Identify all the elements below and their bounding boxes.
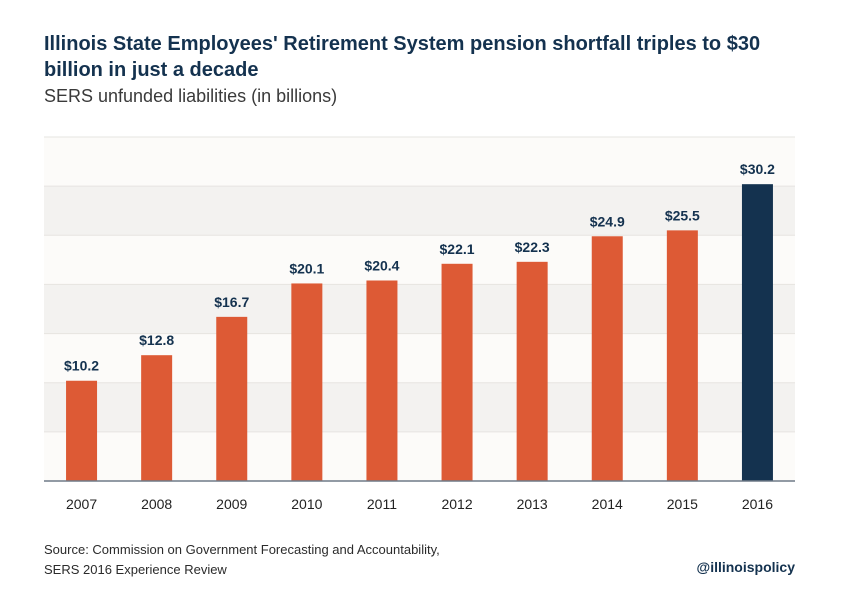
x-tick-label-2008: 2008 — [141, 496, 172, 512]
x-tick-label-2011: 2011 — [367, 496, 397, 512]
x-tick-label-2007: 2007 — [66, 496, 97, 512]
x-tick-label-2013: 2013 — [517, 496, 548, 512]
bar-2014 — [591, 236, 623, 481]
data-label-2011: $20.4 — [364, 257, 399, 273]
bar-2008 — [141, 355, 173, 481]
x-tick-label-2016: 2016 — [742, 496, 773, 512]
x-tick-label-2010: 2010 — [291, 496, 322, 512]
data-label-2010: $20.1 — [289, 260, 324, 276]
data-label-2013: $22.3 — [515, 239, 550, 255]
bar-2016 — [741, 184, 773, 482]
chart-subtitle: SERS unfunded liabilities (in billions) — [44, 86, 338, 106]
data-label-2014: $24.9 — [590, 213, 625, 229]
bar-2009 — [216, 316, 248, 481]
data-label-2009: $16.7 — [214, 294, 249, 310]
grid-band — [44, 186, 795, 236]
source-line-1: Source: Commission on Government Forecas… — [44, 542, 440, 557]
bar-2007 — [66, 380, 98, 481]
bar-2015 — [666, 230, 698, 481]
data-label-2016: $30.2 — [740, 161, 775, 177]
grid-band — [44, 137, 795, 187]
x-tick-label-2015: 2015 — [667, 496, 698, 512]
data-label-2015: $25.5 — [665, 207, 700, 223]
x-tick-label-2014: 2014 — [592, 496, 623, 512]
brand-handle: @illinoispolicy — [696, 559, 795, 575]
x-tick-label-2009: 2009 — [216, 496, 247, 512]
bar-2010 — [291, 283, 323, 481]
x-tick-label-2012: 2012 — [441, 496, 472, 512]
data-label-2012: $22.1 — [440, 241, 475, 257]
data-label-2008: $12.8 — [139, 332, 174, 348]
data-label-2007: $10.2 — [64, 358, 99, 374]
bar-2012 — [441, 263, 473, 481]
bar-2011 — [366, 280, 398, 481]
bar-2013 — [516, 261, 548, 481]
source-line-2: SERS 2016 Experience Review — [44, 562, 227, 577]
chart-title: Illinois State Employees' Retirement Sys… — [44, 33, 761, 81]
source-note: Source: Commission on Government Forecas… — [44, 540, 440, 580]
